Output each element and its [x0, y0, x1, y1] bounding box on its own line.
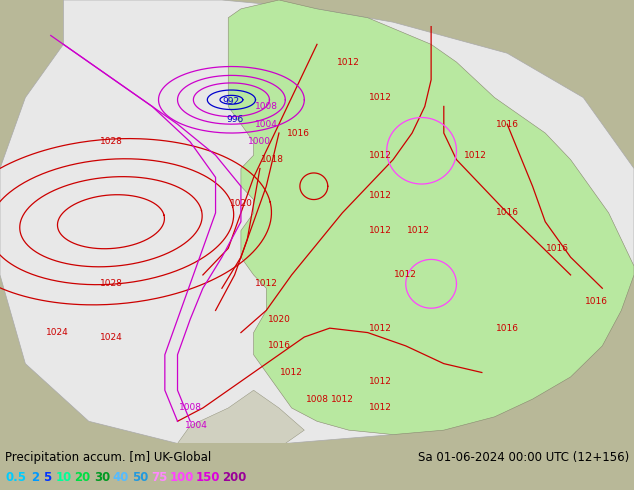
Text: 1012: 1012 [331, 394, 354, 404]
Text: 996: 996 [226, 115, 243, 124]
Text: 1016: 1016 [496, 208, 519, 218]
Text: 1012: 1012 [280, 368, 303, 377]
Text: 150: 150 [196, 471, 221, 484]
Text: 30: 30 [94, 471, 110, 484]
Text: 1028: 1028 [100, 279, 122, 288]
Text: 1012: 1012 [369, 151, 392, 160]
Text: 50: 50 [132, 471, 148, 484]
Text: 1012: 1012 [337, 58, 360, 67]
Text: 1012: 1012 [369, 324, 392, 333]
Text: 1008: 1008 [306, 394, 328, 404]
Text: 1012: 1012 [407, 226, 430, 235]
Text: 1016: 1016 [547, 244, 569, 253]
Text: 0.5: 0.5 [5, 471, 26, 484]
Text: 1012: 1012 [394, 270, 417, 279]
Polygon shape [178, 390, 304, 443]
Text: 1012: 1012 [369, 93, 392, 102]
Text: 1024: 1024 [46, 328, 68, 337]
Text: 10: 10 [56, 471, 72, 484]
Text: 1016: 1016 [496, 120, 519, 129]
Text: 1008: 1008 [255, 102, 278, 111]
Text: 1016: 1016 [287, 128, 309, 138]
Polygon shape [228, 0, 634, 435]
Text: 1008: 1008 [179, 403, 202, 413]
Text: 1004: 1004 [185, 421, 208, 430]
Text: 20: 20 [75, 471, 91, 484]
Text: 5: 5 [43, 471, 51, 484]
Text: 200: 200 [222, 471, 246, 484]
Text: 2: 2 [31, 471, 39, 484]
Text: 1020: 1020 [230, 199, 252, 208]
Text: 1000: 1000 [249, 137, 271, 147]
Text: 100: 100 [170, 471, 195, 484]
Text: 1012: 1012 [369, 191, 392, 199]
Text: 992: 992 [223, 98, 240, 106]
Text: 1016: 1016 [496, 324, 519, 333]
Text: 1018: 1018 [261, 155, 284, 164]
Text: 1012: 1012 [255, 279, 278, 288]
Text: Sa 01-06-2024 00:00 UTC (12+156): Sa 01-06-2024 00:00 UTC (12+156) [418, 451, 629, 464]
Text: 40: 40 [113, 471, 129, 484]
Text: 1020: 1020 [268, 315, 290, 324]
Text: Precipitation accum. [m] UK-Global: Precipitation accum. [m] UK-Global [5, 451, 211, 464]
Text: 1016: 1016 [585, 297, 607, 306]
Text: 1012: 1012 [369, 226, 392, 235]
Text: 75: 75 [151, 471, 167, 484]
Text: 1012: 1012 [369, 377, 392, 386]
Polygon shape [0, 0, 634, 443]
Text: 1004: 1004 [255, 120, 278, 129]
Text: 1012: 1012 [369, 403, 392, 413]
Text: 1028: 1028 [100, 137, 122, 147]
Text: 1012: 1012 [464, 151, 487, 160]
Text: 1016: 1016 [268, 342, 290, 350]
Text: 1024: 1024 [100, 333, 122, 342]
